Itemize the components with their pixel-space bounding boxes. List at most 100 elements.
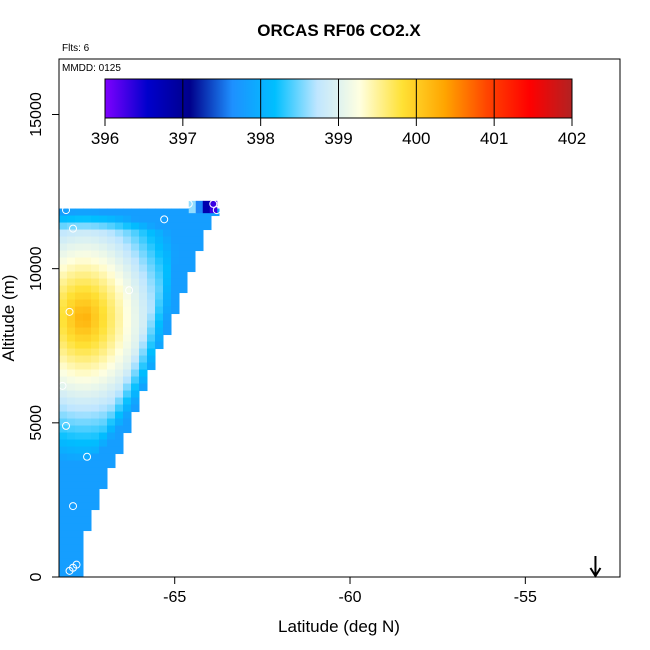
colorbar-tick-label: 398 [246, 129, 274, 148]
field-cell [91, 320, 100, 329]
field-cell [99, 425, 108, 434]
field-cell [67, 341, 76, 350]
field-cell [67, 530, 76, 539]
y-axis-ticks: 0 5000 10000 15000 [28, 92, 59, 581]
field-cell [139, 292, 148, 301]
field-cell [99, 320, 108, 329]
field-cell [115, 285, 124, 294]
field-cell [75, 306, 84, 315]
field-cell [131, 285, 140, 294]
field-cell [163, 278, 172, 287]
field-cell [91, 383, 100, 392]
field-cell [99, 481, 108, 490]
field-cell [99, 453, 108, 462]
field-cell [67, 565, 76, 574]
field-cell [179, 271, 188, 280]
field-cell [147, 306, 156, 315]
field-cell [163, 243, 172, 252]
field-cell [59, 271, 68, 280]
field-cell [99, 264, 108, 273]
field-cell [75, 446, 84, 455]
field-cell [59, 537, 68, 546]
colorbar-tick-label: 401 [480, 129, 508, 148]
field-cell [99, 376, 108, 385]
field-cell [75, 313, 84, 322]
field-cell [115, 243, 124, 252]
field-cell [99, 236, 108, 245]
field-cell [83, 488, 92, 497]
field-cell [179, 236, 188, 245]
field-cell [91, 306, 100, 315]
field-cell [163, 292, 172, 301]
field-cell [115, 306, 124, 315]
field-cell [75, 397, 84, 406]
field-cell [107, 334, 116, 343]
field-cell [107, 306, 116, 315]
field-cell [115, 313, 124, 322]
field-cell [83, 257, 92, 266]
field-cell [195, 243, 204, 252]
field-cell [83, 341, 92, 350]
field-cell [179, 222, 188, 231]
field-cell [59, 488, 68, 497]
field-cell [75, 530, 84, 539]
field-cell [123, 236, 132, 245]
field-cell [67, 215, 76, 224]
field-cell [179, 264, 188, 273]
field-cell [131, 376, 140, 385]
field-cell [147, 243, 156, 252]
field-cell [123, 397, 132, 406]
field-cell [123, 425, 132, 434]
field-cell [59, 278, 68, 287]
field-cell [107, 264, 116, 273]
band-cell [202, 200, 211, 214]
field-cell [107, 229, 116, 238]
field-cell [163, 257, 172, 266]
field-cell [131, 229, 140, 238]
colorbar-tick-label: 402 [558, 129, 586, 148]
field-cell [59, 355, 68, 364]
field-cell [123, 404, 132, 413]
field-cell [75, 299, 84, 308]
field-cell [115, 439, 124, 448]
field-cell [115, 271, 124, 280]
field-cell [171, 285, 180, 294]
field-cell [59, 369, 68, 378]
field-cell [59, 222, 68, 231]
field-cell [75, 523, 84, 532]
field-cell [163, 222, 172, 231]
field-cell [171, 243, 180, 252]
field-cell [59, 432, 68, 441]
field-cell [83, 439, 92, 448]
field-cell [91, 264, 100, 273]
field-cell [75, 285, 84, 294]
observation-point [62, 206, 71, 215]
field-cell [171, 278, 180, 287]
field-cell [107, 439, 116, 448]
field-cell [83, 404, 92, 413]
field-cell [91, 362, 100, 371]
field-cell [123, 418, 132, 427]
field-cell [91, 243, 100, 252]
field-cell [75, 222, 84, 231]
co2-field [59, 208, 220, 577]
field-cell [115, 334, 124, 343]
field-cell [139, 334, 148, 343]
field-cell [123, 222, 132, 231]
field-cell [67, 439, 76, 448]
field-cell [155, 250, 164, 259]
field-cell [83, 299, 92, 308]
field-cell [67, 411, 76, 420]
field-cell [123, 376, 132, 385]
field-cell [171, 264, 180, 273]
field-cell [179, 278, 188, 287]
field-cell [163, 320, 172, 329]
field-cell [155, 257, 164, 266]
field-cell [187, 229, 196, 238]
field-cell [123, 348, 132, 357]
field-cell [115, 222, 124, 231]
field-cell [115, 292, 124, 301]
field-cell [59, 460, 68, 469]
field-cell [83, 446, 92, 455]
field-cell [99, 390, 108, 399]
